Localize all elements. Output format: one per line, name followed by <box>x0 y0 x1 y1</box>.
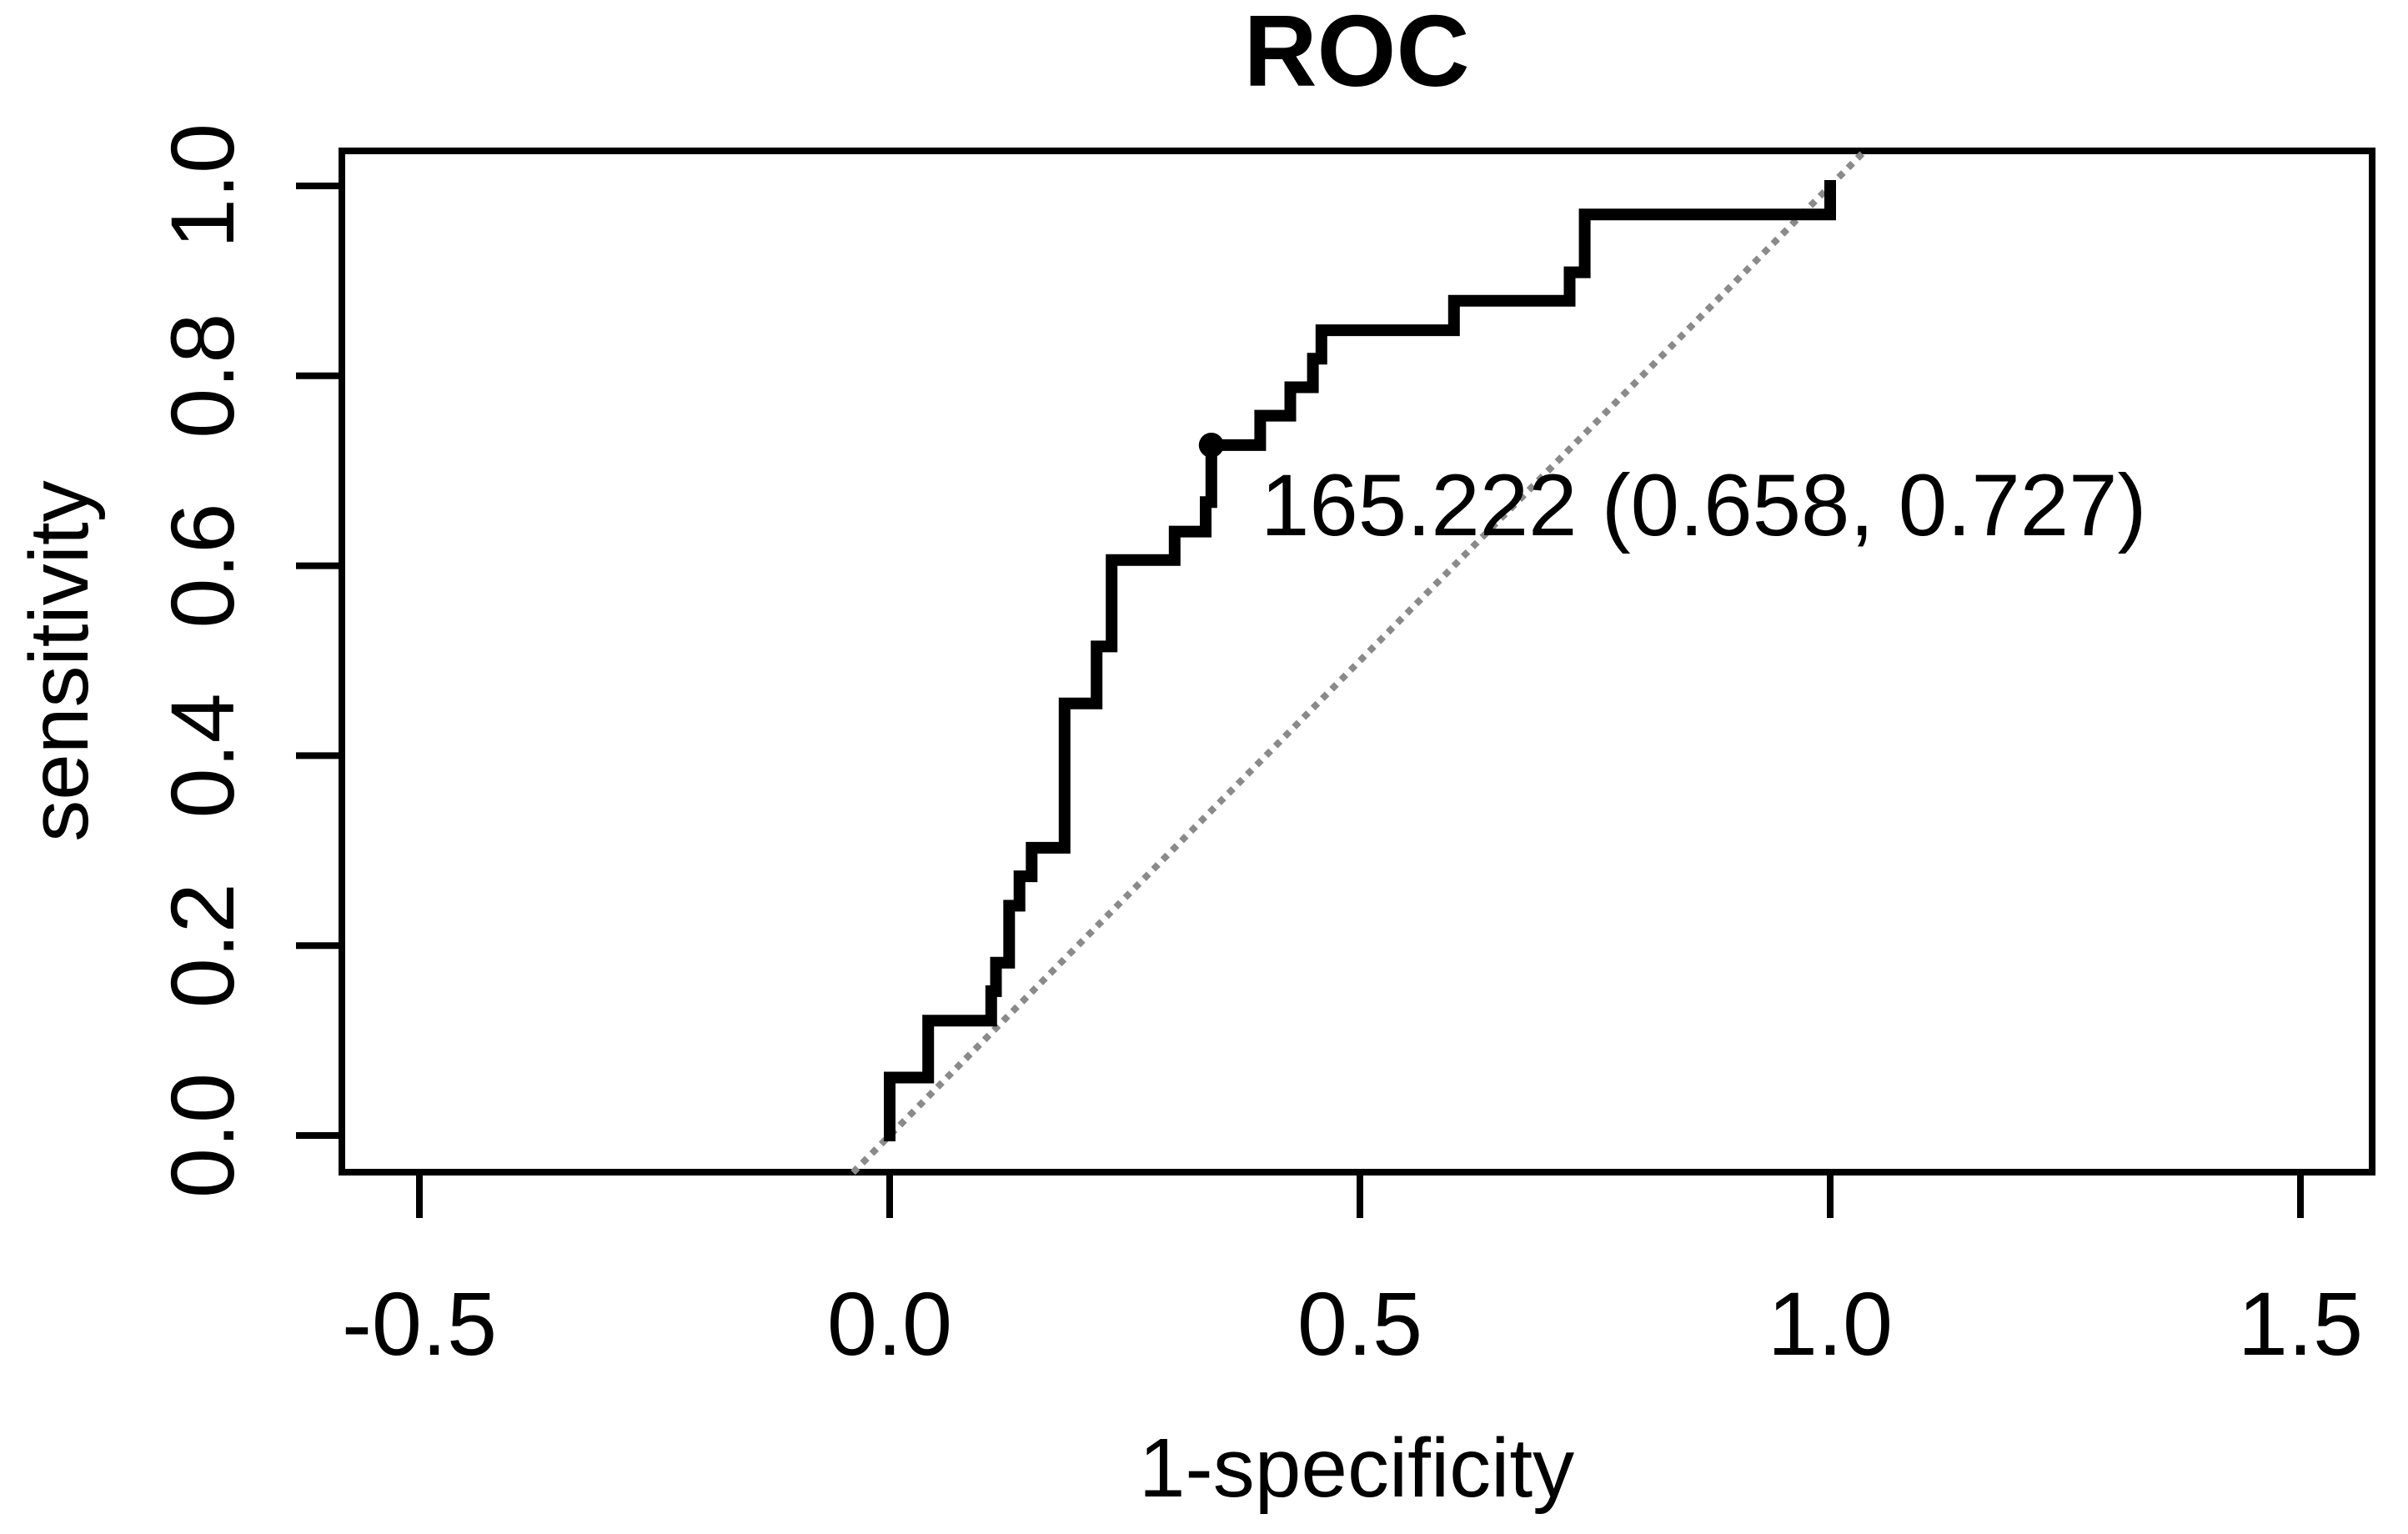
x-tick-label: 1.0 <box>1768 1273 1893 1374</box>
y-tick-label: 0.8 <box>152 313 253 439</box>
y-tick-label: 0.2 <box>152 883 253 1008</box>
plot-title: ROC <box>1243 0 1469 108</box>
x-axis-ticks <box>416 1172 2304 1218</box>
y-tick-label: 0.0 <box>152 1073 253 1198</box>
x-tick-label: -0.5 <box>342 1273 497 1374</box>
plot-box <box>339 148 2375 1176</box>
y-axis-tick-labels: 0.0 0.2 0.4 0.6 0.8 1.0 <box>152 123 253 1198</box>
threshold-annotation: 165.222 (0.658, 0.727) <box>1261 457 2147 554</box>
chance-diagonal-line <box>850 148 1868 1176</box>
x-tick-label: 0.0 <box>827 1273 952 1374</box>
y-tick-label: 0.6 <box>152 504 253 629</box>
threshold-point <box>1198 432 1224 458</box>
y-tick-label: 1.0 <box>152 123 253 248</box>
x-tick-label: 1.5 <box>2238 1273 2363 1374</box>
x-tick-label: 0.5 <box>1297 1273 1422 1374</box>
y-axis-ticks <box>296 183 342 1139</box>
x-axis-tick-labels: -0.5 0.0 0.5 1.0 1.5 <box>342 1273 2363 1374</box>
y-tick-label: 0.4 <box>152 693 253 818</box>
x-axis-label: 1-specificity <box>1139 1421 1574 1515</box>
y-axis-label: sensitivity <box>13 480 106 841</box>
roc-curve <box>884 180 1836 1141</box>
